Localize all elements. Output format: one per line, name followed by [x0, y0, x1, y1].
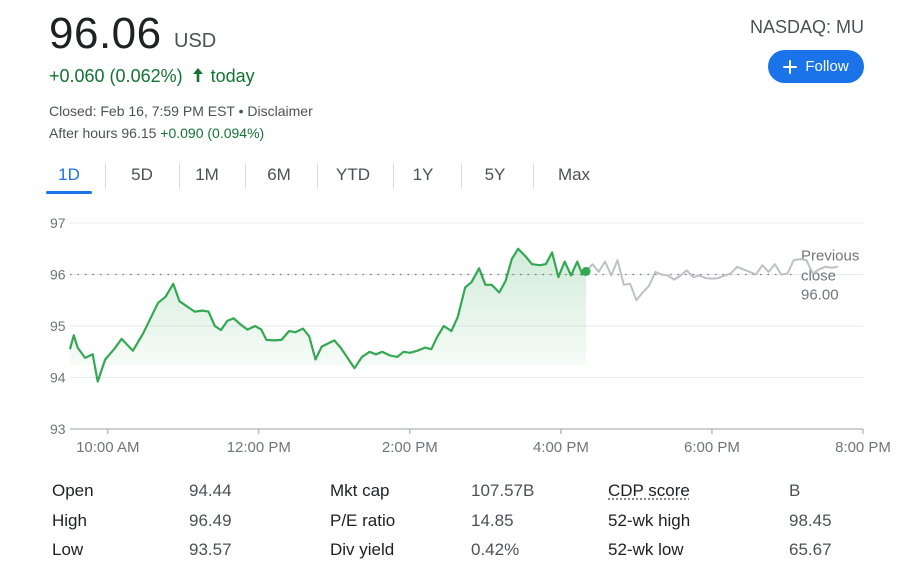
- tab-separator: [533, 163, 534, 189]
- regular-session-line: [68, 247, 587, 383]
- tab-separator: [461, 163, 462, 189]
- stat-label-high: High: [52, 510, 87, 530]
- stat-value-cdp-score: B: [789, 481, 801, 500]
- tab-ytd[interactable]: YTD: [336, 165, 370, 184]
- stock-price: 96.06: [49, 9, 162, 58]
- stat-value-mkt-cap: 107.57B: [471, 481, 535, 500]
- follow-label: Follow: [805, 58, 849, 75]
- y-tick-label: 94: [50, 370, 66, 386]
- regular-session-area: [70, 248, 587, 382]
- ticker-symbol: NASDAQ: MU: [749, 17, 864, 37]
- previous-close-label-2: close: [801, 268, 836, 285]
- stat-label-p-e-ratio: P/E ratio: [330, 510, 396, 530]
- stat-label-low: Low: [52, 540, 84, 559]
- y-tick-label: 97: [50, 215, 66, 231]
- x-axis-labels: 10:00 AM 12:00 PM 2:00 PM 4:00 PM 6:00 PM 8:0…: [76, 429, 891, 456]
- tab-separator: [245, 163, 246, 189]
- stat-label-open: Open: [52, 481, 94, 500]
- plus-icon: [783, 59, 798, 74]
- tab-separator: [105, 163, 106, 189]
- after-hours-label: After hours 96.15: [49, 125, 157, 141]
- stat-value-52-wk-high: 98.45: [789, 510, 832, 530]
- tab-5d[interactable]: 5D: [131, 165, 153, 184]
- stat-label-mkt-cap: Mkt cap: [330, 481, 390, 500]
- price-change-period: today: [210, 66, 255, 86]
- previous-close-label: Previous: [801, 248, 859, 265]
- y-axis-labels: 97 96 95 94 93: [50, 215, 66, 437]
- stat-label-52-wk-low: 52-wk low: [608, 540, 684, 559]
- tab-1m[interactable]: 1M: [195, 165, 219, 184]
- follow-button[interactable]: Follow: [768, 50, 864, 83]
- x-tick-label: 10:00 AM: [76, 439, 139, 456]
- stat-value-high: 96.49: [189, 510, 232, 530]
- tab-6m[interactable]: 6M: [267, 165, 291, 184]
- price-change-value: +0.060 (0.062%): [49, 66, 183, 86]
- tab-max[interactable]: Max: [557, 165, 591, 184]
- x-tick-label: 12:00 PM: [227, 439, 291, 456]
- stat-value-p-e-ratio: 14.85: [471, 510, 514, 530]
- tab-5y[interactable]: 5Y: [484, 165, 506, 184]
- y-tick-label: 95: [50, 318, 66, 334]
- x-tick-label: 6:00 PM: [684, 439, 740, 456]
- stat-value-open: 94.44: [189, 481, 232, 500]
- x-tick-label: 8:00 PM: [835, 439, 891, 456]
- stat-label-52-wk-high: 52-wk high: [608, 510, 691, 530]
- stats-row: High 96.49 P/E ratio 14.85 52-wk high 98.45: [52, 511, 872, 535]
- y-tick-label: 93: [50, 421, 66, 437]
- price-change: +0.060 (0.062%) today: [49, 66, 255, 87]
- previous-close-value: 96.00: [801, 287, 839, 304]
- y-tick-label: 96: [50, 267, 66, 283]
- market-closed-text: Closed: Feb 16, 7:59 PM EST • Disclaimer: [49, 103, 313, 119]
- previous-close-reference: Previous close 96.00: [70, 248, 859, 304]
- tab-separator: [317, 163, 318, 189]
- stat-value-52-wk-low: 65.67: [789, 540, 832, 559]
- stat-label-cdp-score[interactable]: CDP score: [608, 481, 690, 500]
- stat-value-low: 93.57: [189, 540, 232, 559]
- stat-label-div-yield: Div yield: [330, 540, 395, 559]
- stats-row: Low 93.57 Div yield 0.42% 52-wk low 65.67: [52, 540, 872, 564]
- tab-1d[interactable]: 1D: [40, 158, 98, 194]
- arrow-up-icon: [192, 68, 203, 82]
- after-hours-line: [585, 258, 838, 302]
- price-series: [68, 247, 838, 383]
- after-hours-change: +0.090 (0.094%): [160, 125, 265, 141]
- price-chart[interactable]: 97 96 95 94 93 10:00 AM 12:00 PM 2:00 PM 4:00 P…: [0, 205, 911, 475]
- after-hours-text: After hours 96.15 +0.090 (0.094%): [49, 125, 264, 141]
- last-price-point: [581, 266, 591, 276]
- stats-row: Open 94.44 Mkt cap 107.57B CDP score B: [52, 481, 872, 505]
- tab-separator: [393, 163, 394, 189]
- tab-1y[interactable]: 1Y: [412, 165, 434, 184]
- x-tick-label: 4:00 PM: [533, 439, 589, 456]
- x-tick-label: 2:00 PM: [382, 439, 438, 456]
- currency-label: USD: [174, 30, 217, 52]
- stat-value-div-yield: 0.42%: [471, 540, 520, 559]
- tab-separator: [179, 163, 180, 189]
